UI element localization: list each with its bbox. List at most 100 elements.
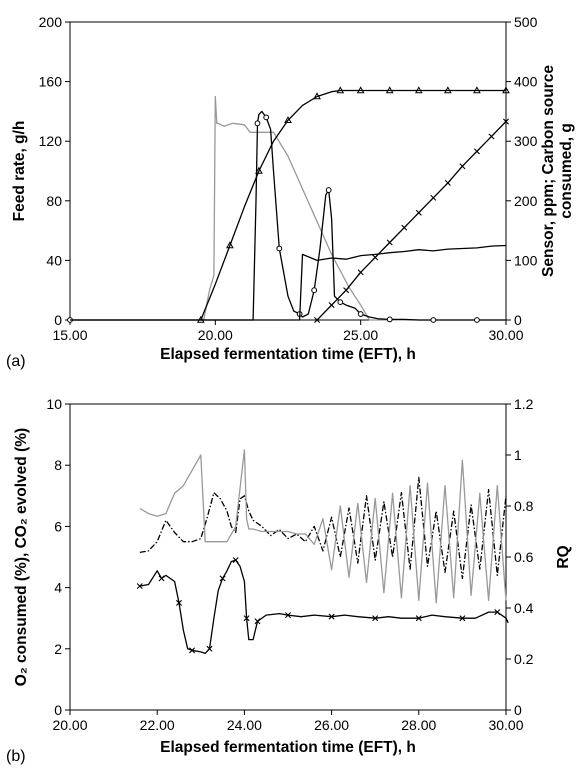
y-right-tick-label: 500 (514, 14, 538, 30)
plot-area-a (69, 21, 507, 321)
y-right-tick-label: 0.8 (514, 498, 534, 514)
data-point (415, 209, 422, 216)
y-left-tick-label: 80 (46, 193, 62, 209)
x-tick-label: 22.00 (140, 717, 175, 733)
data-point (372, 615, 379, 622)
data-point (158, 575, 165, 582)
data-point (313, 92, 321, 100)
data-point (328, 613, 335, 620)
y-left-tick-label: 40 (46, 252, 62, 268)
data-point (386, 316, 393, 323)
data-point (243, 615, 250, 622)
data-point (488, 133, 495, 140)
data-point (414, 86, 423, 94)
data-point (263, 114, 270, 121)
data-point (473, 148, 480, 155)
x-tick-label: 20.00 (198, 327, 233, 343)
panel-label-a: (a) (6, 353, 26, 370)
data-point (255, 166, 263, 174)
data-point (357, 269, 364, 276)
y-left-tick-label: 6 (54, 518, 62, 534)
x-tick-label: 30.00 (488, 327, 523, 343)
x-tick-label: 15.00 (52, 327, 87, 343)
x-axis-label-b: Elapsed fermentation time (EFT), h (160, 739, 416, 756)
data-point (254, 618, 261, 625)
data-point (444, 179, 451, 186)
data-point (226, 241, 234, 249)
data-point (357, 311, 364, 317)
series-line-b-0 (139, 559, 509, 655)
x-tick-label: 30.00 (488, 717, 523, 733)
data-point (459, 615, 466, 622)
y-right-tick-label: 400 (514, 74, 538, 90)
data-point (473, 86, 481, 94)
data-point (343, 287, 350, 294)
ticks-a: 15.00 20.00 25.00 30.0004080120160200010020… (39, 14, 538, 343)
panel-a: 15.00 20.00 25.00 30.0004080120160200010020… (6, 14, 575, 370)
y-axis-label-left-b: O₂ consumed (%), CO₂ evolved (%) (13, 428, 30, 686)
y-left-tick-label: 120 (39, 133, 63, 149)
data-point (314, 317, 321, 323)
data-point (254, 120, 261, 127)
y-left-tick-label: 0 (54, 312, 62, 328)
data-point (356, 86, 365, 94)
y-right-tick-label: 300 (514, 133, 538, 149)
data-point (189, 647, 196, 654)
y-left-tick-label: 200 (39, 14, 63, 30)
y-left-tick-label: 0 (54, 702, 62, 718)
data-point (474, 317, 480, 323)
y-left-tick-label: 8 (54, 457, 62, 473)
data-point (284, 116, 292, 124)
data-point (336, 86, 345, 94)
x-tick-label: 26.00 (314, 717, 349, 733)
x-tick-label: 28.00 (401, 717, 436, 733)
data-point (430, 194, 437, 201)
data-point (337, 299, 344, 306)
data-point (386, 239, 393, 246)
series-b (136, 449, 509, 655)
y-axis-label-right-b: RQ (555, 545, 572, 568)
x-axis-label-a: Elapsed fermentation time (EFT), h (160, 346, 416, 363)
y-left-tick-label: 160 (39, 74, 63, 90)
y-axis-label-right-a-line2: consumed, g (558, 123, 575, 219)
data-point (276, 245, 283, 252)
data-point (494, 609, 501, 616)
data-point (444, 86, 452, 94)
series-line-a-2 (70, 110, 506, 321)
data-point (372, 254, 379, 261)
ticks-b: 20.00 22.00 24.00 26.00 28.00 30.00024681000.… (46, 396, 533, 733)
x-tick-label: 20.00 (52, 717, 87, 733)
y-right-tick-label: 0.2 (514, 651, 534, 667)
y-right-tick-label: 0 (514, 702, 522, 718)
data-point (325, 187, 332, 193)
y-right-tick-label: 0.4 (514, 600, 534, 616)
y-right-tick-label: 100 (514, 252, 538, 268)
x-tick-label: 24.00 (227, 717, 262, 733)
data-point (206, 645, 213, 652)
x-tick-label: 25.00 (343, 327, 378, 343)
panel-label-b: (b) (6, 748, 26, 765)
series-line-a-3 (70, 244, 507, 321)
y-left-tick-label: 10 (46, 396, 62, 412)
series-line-b-2 (139, 449, 507, 604)
data-point (285, 612, 291, 619)
series-line-b-1 (139, 476, 507, 580)
y-axis-label-left-a: Feed rate, g/h (11, 121, 28, 222)
series-a (67, 86, 510, 323)
data-point (311, 287, 318, 294)
data-point (502, 86, 510, 94)
y-left-tick-label: 4 (54, 580, 62, 596)
data-point (232, 557, 239, 564)
y-right-tick-label: 0.6 (514, 549, 534, 565)
y-right-tick-label: 200 (514, 193, 538, 209)
series-line-a-0 (70, 95, 506, 321)
y-right-tick-label: 1 (514, 447, 522, 463)
y-right-tick-label: 0 (514, 312, 522, 328)
data-point (503, 118, 509, 125)
data-point (459, 163, 466, 170)
plot-area-b (69, 403, 507, 711)
y-right-tick-label: 1.2 (514, 396, 534, 412)
panel-b: 20.00 22.00 24.00 26.00 28.00 30.00024681000.… (6, 396, 572, 765)
data-point (415, 615, 422, 622)
